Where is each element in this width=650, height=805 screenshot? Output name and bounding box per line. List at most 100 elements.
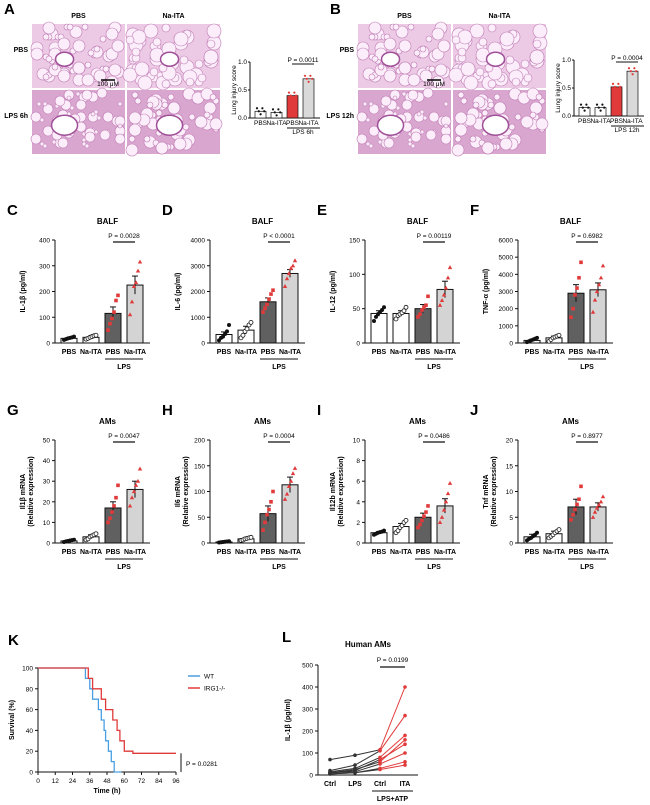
alveolus [413,49,421,57]
alveolus [72,39,86,53]
y-tick-label: 10 [353,438,361,445]
data-point [263,306,267,311]
alveolus [505,55,515,65]
y-tick-label: 150 [349,238,360,245]
y-tick-label: 500 [302,663,313,670]
alveolus [448,67,464,83]
data-point [403,713,407,718]
y-axis-label: IL-6 (pg/ml) [175,273,182,311]
panel-letter-j: J [470,402,478,419]
bar [286,95,299,119]
data-point [267,507,271,512]
chart-title: BALF [97,217,118,226]
group-label: LPS [272,564,286,571]
alveolus [401,91,407,97]
data-point [225,329,229,334]
data-point [277,108,280,111]
alveolus [102,65,110,73]
alveolus [475,67,485,77]
bar [589,506,607,544]
bar [281,272,299,344]
alveolus [81,23,89,31]
bar [414,308,432,344]
data-point [577,275,581,280]
alveolus [111,39,125,53]
bar [578,107,591,117]
alveolus [532,23,548,39]
data-point [403,763,407,767]
data-point [353,763,357,767]
y-tick-label: 400 [302,685,313,692]
data-point [261,528,265,532]
x-tick-label: Na-ITA [279,549,301,556]
y-tick-label: 50 [43,438,51,445]
x-tick-label: PBS [106,549,121,556]
alveolus [368,21,382,35]
alveolus [45,55,53,63]
alveolus [535,93,543,101]
y-tick-label: 5000 [499,255,514,262]
data-point [382,305,386,310]
alveolus [105,75,119,89]
data-point [290,471,296,476]
x-tick-label: PBS [372,349,387,356]
alveolus [131,91,139,99]
y-tick-label: 1000 [191,315,206,322]
data-point [129,495,135,500]
x-tick-label: PBS [286,120,300,127]
alveolus [535,117,549,131]
data-point [585,103,588,106]
alveolus [155,109,163,117]
alveolus [451,35,461,45]
alveolus [188,113,196,121]
paired-line [379,715,406,752]
alveolus [493,93,501,101]
alveolus [368,73,376,81]
alveolus [36,101,42,107]
alveolus [472,101,480,109]
x-tick-label: PBS [62,549,77,556]
alveolus [143,135,151,143]
alveolus [51,139,57,145]
x-tick-label: ITA [400,781,411,788]
y-tick-label: 0 [201,341,205,348]
paired-line [354,749,381,756]
x-tick-label: PBS [525,549,540,556]
y-axis-label: Tnf mRNA [483,474,490,508]
alveolus [532,39,542,49]
data-point [403,738,407,742]
paired-line [379,735,406,758]
data-point [635,70,638,73]
alveolus [134,61,150,77]
x-tick-label: PBS [416,349,431,356]
y-tick-label: 20 [26,749,34,756]
alveolus [431,27,445,41]
x-tick-label: PBS [610,118,624,125]
y-axis-label: Il12b mRNA [330,472,337,511]
data-point [131,489,137,494]
y-tick-label: 6000 [499,238,514,245]
x-tick-label: PBS [578,118,592,125]
data-point [135,478,141,483]
x-tick-label: PBS [569,349,584,356]
data-point [447,265,453,270]
alveolus [425,35,433,43]
alveolus [209,93,217,101]
y-tick-label: 3000 [191,263,206,270]
x-tick-label: 84 [155,778,163,785]
data-point [227,539,231,544]
alveolus [197,73,207,83]
y-axis-label: IL-1β (pg/ml) [285,699,292,741]
alveolus [407,73,421,87]
alveolus [146,101,154,109]
paired-line [379,743,406,761]
x-tick-label: Na-ITA [543,549,565,556]
alveolus [454,111,468,125]
histology-col-label: Na-ITA [488,13,510,20]
data-point [108,516,112,521]
data-point [556,332,562,338]
data-point [579,484,583,489]
p-value: P = 0.0047 [108,433,140,440]
data-point [437,302,443,307]
